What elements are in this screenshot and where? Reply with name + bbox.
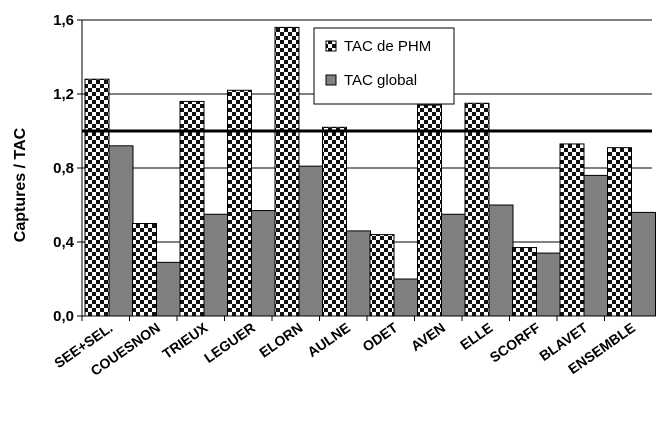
bar-tac-global xyxy=(157,262,181,316)
bar-tac-global xyxy=(252,211,276,316)
bar-tac-global xyxy=(632,212,656,316)
y-tick-label: 1,6 xyxy=(53,12,74,29)
legend-label-tac-phm: TAC de PHM xyxy=(344,38,431,55)
y-tick-label: 0,4 xyxy=(53,234,75,251)
bar-tac-global xyxy=(299,166,323,316)
legend-swatch-tac-phm xyxy=(326,41,336,51)
bar-tac-phm xyxy=(85,79,109,316)
bar-tac-phm xyxy=(133,224,157,317)
bar-tac-global xyxy=(109,146,133,316)
bar-tac-phm xyxy=(228,90,252,316)
bar-tac-phm xyxy=(608,148,632,316)
bar-tac-global xyxy=(489,205,513,316)
x-tick-label: ELLE xyxy=(457,319,495,353)
bar-tac-phm xyxy=(513,248,537,316)
x-tick-label: AULNE xyxy=(304,319,353,360)
bar-tac-phm xyxy=(180,101,204,316)
legend: TAC de PHM TAC global xyxy=(314,28,454,104)
x-tick-label: ODET xyxy=(359,319,400,355)
y-axis-label: Captures / TAC xyxy=(12,127,29,242)
bar-tac-phm xyxy=(370,235,394,316)
bar-tac-global xyxy=(394,279,418,316)
y-tick-label: 0,8 xyxy=(53,160,74,177)
bar-tac-phm xyxy=(275,27,299,316)
x-tick-label: ELORN xyxy=(256,319,305,360)
bar-tac-global xyxy=(347,231,371,316)
x-tick-label: SCORFF xyxy=(487,319,544,365)
bar-tac-global xyxy=(584,175,608,316)
bar-tac-global xyxy=(537,253,561,316)
bar-tac-global xyxy=(204,214,228,316)
y-tick-label: 1,2 xyxy=(53,86,74,103)
bar-tac-phm xyxy=(465,103,489,316)
bar-tac-phm xyxy=(560,144,584,316)
bar-tac-global xyxy=(442,214,466,316)
bar-tac-phm xyxy=(418,105,442,316)
x-tick-label: LEGUER xyxy=(201,319,258,366)
bar-tac-phm xyxy=(323,127,347,316)
legend-label-tac-global: TAC global xyxy=(344,72,417,89)
y-tick-label: 0,0 xyxy=(53,308,74,325)
x-tick-label: AVEN xyxy=(408,319,448,354)
legend-swatch-tac-global xyxy=(326,75,336,85)
